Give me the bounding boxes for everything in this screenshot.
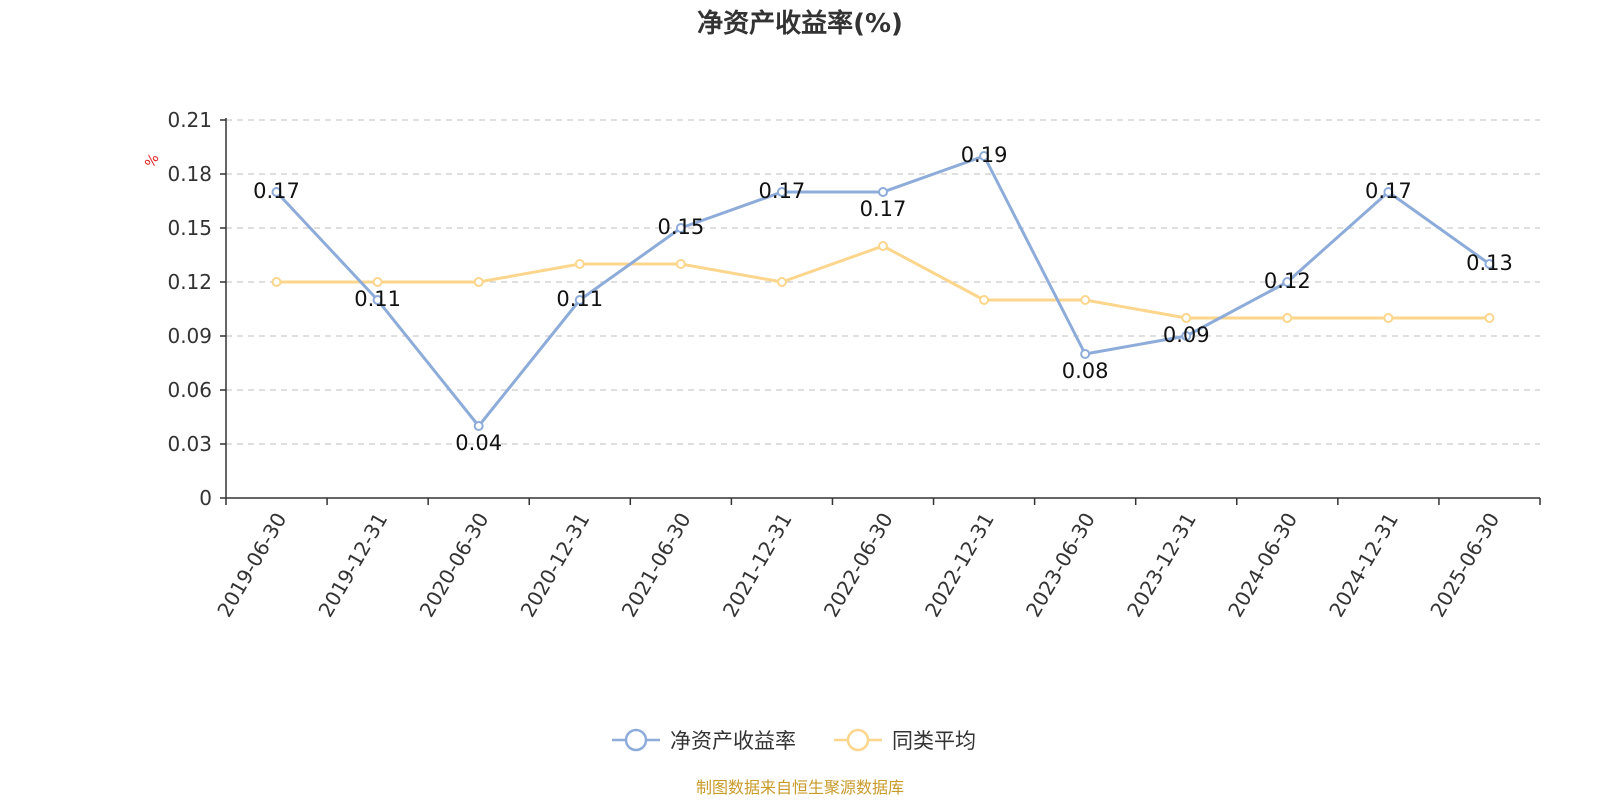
data-label-roe: 0.15	[657, 215, 704, 239]
legend-label-peer-average: 同类平均	[892, 729, 976, 753]
y-tick-label: 0.09	[167, 324, 212, 348]
data-point-peer-average	[372, 277, 383, 287]
x-tick-label: 2024-06-30	[1223, 509, 1302, 622]
x-tick-label: 2021-06-30	[617, 509, 696, 622]
y-tick-label: 0	[199, 486, 212, 510]
legend-marker-roe	[624, 728, 648, 752]
y-tick-label: 0.21	[167, 108, 212, 132]
data-point-peer-average	[473, 277, 484, 287]
legend: 净资产收益率 同类平均	[612, 728, 976, 753]
data-point-roe	[776, 187, 787, 197]
legend-item-roe[interactable]: 净资产收益率	[612, 728, 796, 753]
data-label-roe: 0.11	[556, 287, 603, 311]
data-point-roe	[1181, 331, 1192, 341]
y-tick-label: 0.03	[167, 432, 212, 456]
data-label-roe: 0.19	[961, 143, 1008, 167]
data-point-peer-average	[1080, 295, 1091, 305]
y-tick-label: 0.06	[167, 378, 212, 402]
y-tick-label: 0.15	[167, 216, 212, 240]
legend-marker-peer-average	[846, 728, 870, 752]
axes	[225, 118, 1540, 499]
data-source-note: 制图数据来自恒生聚源数据库	[696, 778, 904, 797]
data-label-roe: 0.09	[1163, 323, 1210, 347]
legend-item-peer-average[interactable]: 同类平均	[834, 728, 976, 753]
x-tick-label: 2019-12-31	[313, 509, 392, 622]
data-point-roe	[979, 151, 990, 161]
series-lines	[271, 151, 1495, 431]
data-label-roe: 0.11	[354, 287, 401, 311]
data-point-roe	[271, 187, 282, 197]
data-point-peer-average	[776, 277, 787, 287]
data-point-roe	[372, 295, 383, 305]
y-tick-label: 0.18	[167, 162, 212, 186]
x-tick-label: 2019-06-30	[212, 509, 291, 622]
data-point-roe	[574, 295, 585, 305]
data-point-peer-average	[878, 241, 888, 251]
x-tick-label: 2023-06-30	[1021, 509, 1100, 622]
data-point-roe	[1080, 349, 1091, 359]
chart-title: 净资产收益率(%)	[697, 8, 903, 39]
data-label-roe: 0.17	[1365, 179, 1412, 203]
x-axis-ticks: 2019-06-30 2019-12-31 2020-06-30 2020-12-31…	[212, 498, 1541, 622]
data-label-roe: 0.04	[455, 431, 502, 455]
data-label-roe: 0.12	[1264, 269, 1311, 293]
data-labels: 0.17 0.11 0.04 0.11 0.15 0.17 0.17 0.19 0.08 0.09…	[253, 143, 1513, 455]
x-tick-label: 2023-12-31	[1122, 509, 1201, 622]
data-label-roe: 0.08	[1062, 359, 1109, 383]
x-tick-label: 2022-12-31	[920, 509, 999, 622]
data-point-peer-average	[574, 259, 585, 269]
data-point-roe	[675, 223, 686, 233]
y-tick-label: 0.12	[167, 270, 212, 294]
data-point-peer-average	[1383, 313, 1394, 323]
x-tick-label: 2020-12-31	[516, 509, 595, 622]
data-point-peer-average	[1181, 313, 1192, 323]
data-label-roe: 0.17	[860, 197, 907, 221]
data-point-roe	[1484, 259, 1495, 269]
data-point-roe	[1383, 187, 1394, 197]
data-label-roe: 0.17	[253, 179, 300, 203]
x-tick-label: 2021-12-31	[718, 509, 797, 622]
grid-lines	[226, 119, 1540, 445]
data-point-peer-average	[1484, 313, 1495, 323]
x-tick-label: 2020-06-30	[415, 509, 494, 622]
data-point-peer-average	[675, 259, 686, 269]
x-tick-label: 2024-12-31	[1324, 509, 1403, 622]
data-label-roe: 0.13	[1466, 251, 1513, 275]
y-axis-unit-label: %	[142, 151, 163, 171]
data-point-roe	[473, 421, 484, 431]
data-point-roe	[878, 187, 888, 197]
data-point-roe	[1282, 277, 1293, 287]
data-label-roe: 0.17	[759, 179, 806, 203]
data-point-peer-average	[1282, 313, 1293, 323]
x-tick-label: 2025-06-30	[1425, 509, 1504, 622]
legend-label-roe: 净资产收益率	[670, 729, 796, 753]
data-point-peer-average	[979, 295, 990, 305]
y-axis-ticks: 0 0.03 0.06 0.09 0.12 0.15 0.18 0.21	[167, 108, 226, 510]
x-tick-label: 2022-06-30	[819, 509, 898, 622]
data-point-peer-average	[271, 277, 282, 287]
